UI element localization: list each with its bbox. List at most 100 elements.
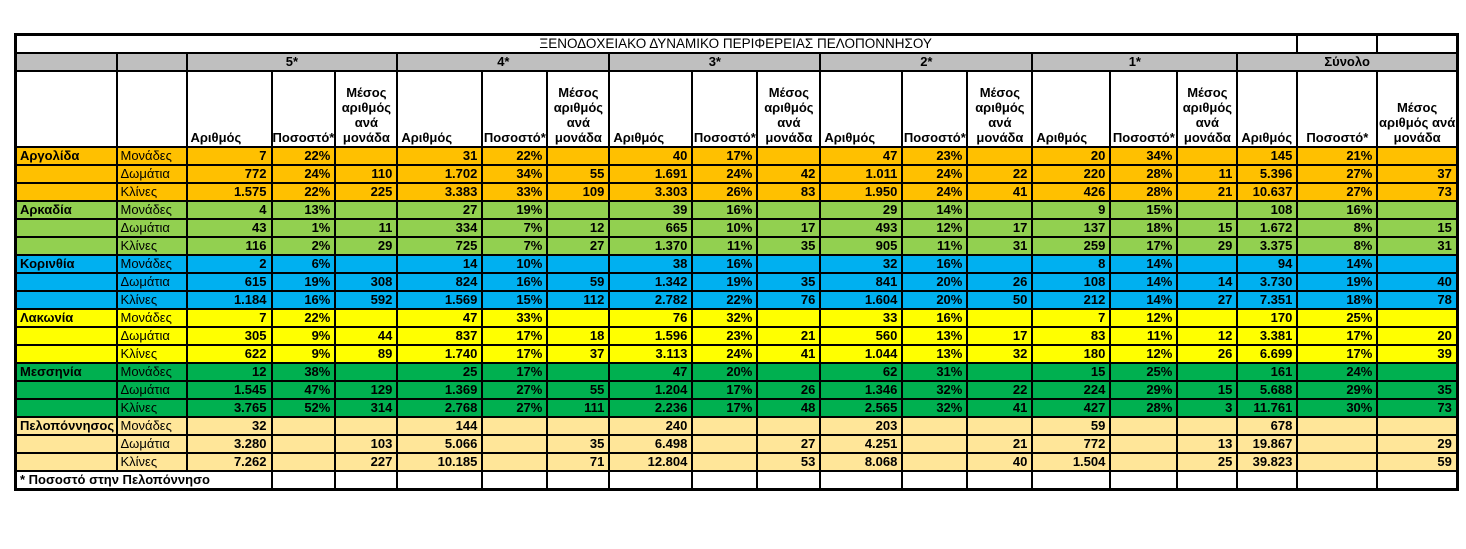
value-cell bbox=[270, 416, 337, 436]
value-cell: 1.504 bbox=[1031, 452, 1112, 472]
value-cell: 25 bbox=[396, 362, 484, 382]
value-cell: 27% bbox=[481, 380, 549, 400]
data-row: Κλίνες 1.575 22% 225 3.383 33% 109 3.303 26% 83 1.… bbox=[14, 182, 1459, 202]
value-cell: 1.370 bbox=[608, 236, 694, 256]
corner-region-cell bbox=[14, 52, 118, 72]
region-name-cell bbox=[14, 326, 118, 346]
value-cell bbox=[756, 200, 822, 220]
value-cell: 35 bbox=[756, 236, 822, 256]
value-cell: 31 bbox=[966, 236, 1034, 256]
value-cell: 8.068 bbox=[819, 452, 904, 472]
value-cell: 21 bbox=[756, 326, 822, 346]
value-cell: 59 bbox=[546, 272, 611, 292]
value-cell: 12 bbox=[1176, 326, 1239, 346]
value-cell: 29 bbox=[1376, 434, 1459, 454]
value-cell bbox=[546, 362, 611, 382]
value-cell: 38% bbox=[270, 362, 337, 382]
value-cell: 203 bbox=[819, 416, 904, 436]
value-cell: 19% bbox=[481, 200, 549, 220]
value-cell: 33% bbox=[481, 182, 549, 202]
value-cell: 1.369 bbox=[396, 380, 484, 400]
value-cell: 43 bbox=[185, 218, 273, 238]
value-cell bbox=[756, 416, 822, 436]
value-cell: 772 bbox=[1031, 434, 1112, 454]
value-cell bbox=[1376, 308, 1459, 328]
value-cell: 6.498 bbox=[608, 434, 694, 454]
data-row: Κορινθία Μονάδες 2 6% 14 10% 38 16% 32 16% 8 14% 94 1… bbox=[14, 254, 1459, 274]
value-cell: 334 bbox=[396, 218, 484, 238]
value-cell: 47% bbox=[270, 380, 337, 400]
value-cell: 1.596 bbox=[608, 326, 694, 346]
value-cell bbox=[966, 362, 1034, 382]
value-cell: 14 bbox=[396, 254, 484, 274]
subheader-number: Αριθμός bbox=[396, 70, 484, 148]
value-cell: 11% bbox=[691, 236, 759, 256]
value-cell: 26 bbox=[1176, 344, 1239, 364]
value-cell: 25 bbox=[1176, 452, 1239, 472]
value-cell bbox=[1296, 434, 1379, 454]
value-cell: 1.204 bbox=[608, 380, 694, 400]
value-cell bbox=[1176, 146, 1239, 166]
category-cell: Κλίνες bbox=[115, 398, 188, 418]
value-cell: 22 bbox=[966, 164, 1034, 184]
value-cell bbox=[756, 308, 822, 328]
value-cell: 89 bbox=[334, 344, 399, 364]
value-cell: 170 bbox=[1236, 308, 1299, 328]
value-cell: 23% bbox=[691, 326, 759, 346]
value-cell: 26 bbox=[966, 272, 1034, 292]
value-cell bbox=[334, 416, 399, 436]
value-cell: 52% bbox=[270, 398, 337, 418]
footnote-spacer-cell bbox=[819, 470, 904, 491]
blank-header-cell bbox=[14, 70, 118, 148]
subheader-percent: Ποσοστό* bbox=[481, 70, 549, 148]
category-cell: Δωμάτια bbox=[115, 380, 188, 400]
value-cell: 16% bbox=[901, 308, 969, 328]
value-cell: 2% bbox=[270, 236, 337, 256]
value-cell: 7% bbox=[481, 218, 549, 238]
category-cell: Μονάδες bbox=[115, 254, 188, 274]
value-cell: 12.804 bbox=[608, 452, 694, 472]
value-cell: 16% bbox=[270, 290, 337, 310]
value-cell bbox=[966, 416, 1034, 436]
value-cell: 20% bbox=[901, 272, 969, 292]
value-cell: 17% bbox=[481, 344, 549, 364]
value-cell: 15 bbox=[1031, 362, 1112, 382]
value-cell: 560 bbox=[819, 326, 904, 346]
value-cell: 824 bbox=[396, 272, 484, 292]
value-cell: 29% bbox=[1109, 380, 1179, 400]
value-cell: 14% bbox=[1109, 272, 1179, 292]
value-cell: 161 bbox=[1236, 362, 1299, 382]
value-cell: 15% bbox=[481, 290, 549, 310]
value-cell: 17% bbox=[691, 380, 759, 400]
value-cell: 35 bbox=[756, 272, 822, 292]
value-cell: 44 bbox=[334, 326, 399, 346]
subheader-avg: Μέσος αριθμός ανά μονάδα bbox=[1176, 70, 1239, 148]
value-cell: 32 bbox=[819, 254, 904, 274]
group-header-5: 1* bbox=[1031, 52, 1239, 72]
footnote-spacer-cell bbox=[1236, 470, 1299, 491]
region-name-cell bbox=[14, 182, 118, 202]
value-cell: 2.768 bbox=[396, 398, 484, 418]
data-row: Δωμάτια 772 24% 110 1.702 34% 55 1.691 24% 42 1.01… bbox=[14, 164, 1459, 184]
value-cell: 18 bbox=[546, 326, 611, 346]
value-cell: 7 bbox=[1031, 308, 1112, 328]
value-cell bbox=[546, 308, 611, 328]
region-name-cell bbox=[14, 272, 118, 292]
value-cell: 17% bbox=[691, 398, 759, 418]
value-cell: 55 bbox=[546, 164, 611, 184]
value-cell: 17% bbox=[1296, 344, 1379, 364]
value-cell bbox=[691, 434, 759, 454]
value-cell: 39.823 bbox=[1236, 452, 1299, 472]
value-cell: 21 bbox=[1176, 182, 1239, 202]
value-cell: 17 bbox=[966, 218, 1034, 238]
value-cell bbox=[1296, 416, 1379, 436]
subheader-percent: Ποσοστό* bbox=[901, 70, 969, 148]
value-cell bbox=[334, 254, 399, 274]
group-header-row: 5* 4* 3* 2* 1* Σύνολο bbox=[14, 52, 1459, 72]
value-cell: 11.761 bbox=[1236, 398, 1299, 418]
value-cell: 32% bbox=[901, 380, 969, 400]
value-cell: 41 bbox=[966, 398, 1034, 418]
value-cell: 622 bbox=[185, 344, 273, 364]
value-cell bbox=[546, 146, 611, 166]
